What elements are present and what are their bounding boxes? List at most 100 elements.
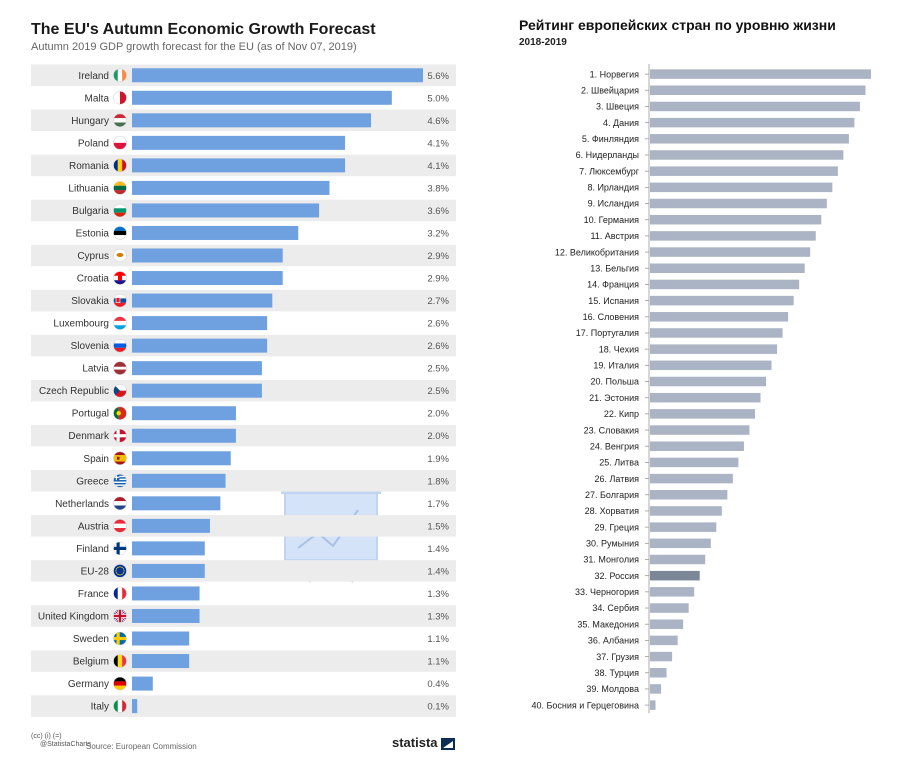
growth-bar (132, 248, 283, 263)
ranking-row-28: 28. Хорватия (585, 506, 722, 516)
growth-value-label: 2.9% (427, 251, 449, 262)
growth-row-finland: Finland 1.4% (76, 541, 450, 556)
ranking-row-26: 26. Латвия (594, 474, 733, 484)
ranking-bar (650, 279, 800, 290)
growth-row-hungary: Hungary 4.6% (31, 109, 456, 132)
ranking-label: 35. Македония (577, 619, 639, 629)
country-label: France (78, 589, 110, 600)
growth-row-malta: Malta 5.0% (85, 90, 450, 105)
ranking-row-16: 16. Словения (583, 312, 789, 322)
ranking-label: 37. Грузия (596, 652, 639, 662)
ranking-bar (650, 231, 816, 241)
growth-bar (132, 428, 236, 443)
netherlands-flag-icon (113, 496, 127, 511)
ranking-bar (650, 538, 711, 549)
growth-bar (132, 361, 262, 376)
growth-row-greece: Greece 1.8% (31, 470, 456, 492)
ranking-row-9: 9. Исландия (588, 199, 827, 209)
growth-row-germany: Germany 0.4% (68, 676, 450, 691)
growth-bar (132, 203, 320, 218)
greece-flag-icon (113, 474, 127, 488)
growth-value-label: 2.9% (427, 274, 449, 285)
ranking-bar (650, 69, 871, 79)
ranking-label: 36. Албания (588, 636, 639, 646)
growth-row-belgium: Belgium 1.1% (31, 650, 456, 672)
ranking-label: 39. Молдова (586, 684, 639, 694)
country-label: Slovakia (71, 296, 109, 307)
country-label: Poland (78, 138, 109, 149)
ranking-label: 18. Чехия (599, 344, 639, 354)
country-label: Sweden (73, 634, 109, 645)
france-flag-icon (113, 586, 127, 601)
ranking-row-27: 27. Болгария (585, 490, 728, 500)
growth-value-label: 2.6% (427, 319, 449, 330)
ranking-bar (650, 263, 805, 273)
ranking-row-33: 33. Черногория (575, 587, 695, 597)
ranking-row-39: 39. Молдова (586, 684, 662, 694)
country-label: United Kingdom (38, 611, 109, 622)
growth-value-label: 2.6% (427, 341, 449, 352)
ranking-label: 40. Босния и Герцеговина (531, 700, 639, 710)
ranking-bar (650, 166, 838, 176)
ranking-label: 6. Нидерланды (576, 150, 639, 160)
ranking-row-31: 31. Монголия (583, 555, 706, 565)
growth-value-label: 0.4% (427, 679, 449, 690)
ranking-label: 28. Хорватия (585, 506, 640, 516)
ranking-label: 34. Сербия (592, 603, 639, 613)
growth-bar (132, 676, 153, 691)
growth-row-eu-28: EU-28 1.4% (31, 560, 456, 582)
right-chart-subtitle: 2018-2019 (519, 37, 567, 48)
growth-row-ireland: Ireland 5.6% (31, 64, 456, 87)
growth-row-luxembourg: Luxembourg 2.6% (53, 316, 450, 331)
ranking-row-24: 24. Венгрия (590, 441, 744, 451)
country-label: Luxembourg (53, 319, 109, 330)
ranking-bar-highlight (650, 570, 700, 581)
ranking-bar (650, 700, 656, 710)
czech-republic-flag-icon (113, 383, 127, 398)
license-badge: (cc) (i) (=) (31, 733, 62, 740)
country-label: Portugal (72, 409, 109, 420)
ranking-label: 10. Германия (584, 215, 639, 225)
ranking-bar (650, 85, 866, 96)
growth-row-italy: Italy 0.1% (31, 695, 456, 717)
growth-row-slovakia: Slovakia 2.7% (31, 289, 456, 312)
ranking-bar (650, 295, 794, 306)
ranking-label: 13. Бельгия (590, 263, 639, 273)
croatia-flag-icon (113, 271, 127, 285)
ranking-label: 31. Монголия (583, 555, 639, 565)
growth-bar (132, 68, 423, 83)
ranking-bar (650, 101, 860, 112)
united-kingdom-flag-icon (113, 609, 127, 623)
slovenia-flag-icon (113, 338, 127, 353)
growth-bar (132, 541, 205, 556)
ranking-bar (650, 198, 827, 209)
ranking-label: 25. Литва (599, 458, 639, 468)
statista-logo: statista (392, 735, 455, 750)
ranking-row-4: 4. Дания (603, 117, 855, 128)
growth-bar (132, 654, 190, 669)
ranking-bar (650, 312, 789, 322)
growth-row-netherlands: Netherlands 1.7% (55, 496, 450, 511)
ranking-label: 2. Швейцария (581, 85, 639, 95)
ranking-chart-panel (470, 0, 901, 775)
growth-value-label: 1.8% (427, 476, 449, 487)
ranking-bar (650, 117, 855, 128)
ranking-row-10: 10. Германия (584, 215, 822, 225)
ranking-row-13: 13. Бельгия (590, 263, 805, 273)
ranking-row-38: 38. Турция (595, 668, 667, 678)
ranking-label: 29. Греция (595, 522, 640, 532)
growth-row-croatia: Croatia 2.9% (77, 271, 450, 286)
country-label: Latvia (82, 364, 109, 375)
hungary-flag-icon (113, 113, 127, 128)
growth-row-czech-republic: Czech Republic 2.5% (31, 379, 456, 402)
growth-value-label: 1.3% (427, 589, 449, 600)
ranking-row-34: 34. Сербия (592, 603, 689, 613)
growth-row-portugal: Portugal 2.0% (72, 406, 450, 421)
ranking-label: 4. Дания (603, 118, 639, 128)
ranking-label: 27. Болгария (585, 490, 639, 500)
growth-row-poland: Poland 4.1% (78, 135, 450, 150)
ranking-bar (650, 490, 728, 500)
ranking-row-11: 11. Австрия (590, 231, 816, 241)
country-label: Ireland (78, 71, 109, 82)
ranking-label: 33. Черногория (575, 587, 639, 597)
